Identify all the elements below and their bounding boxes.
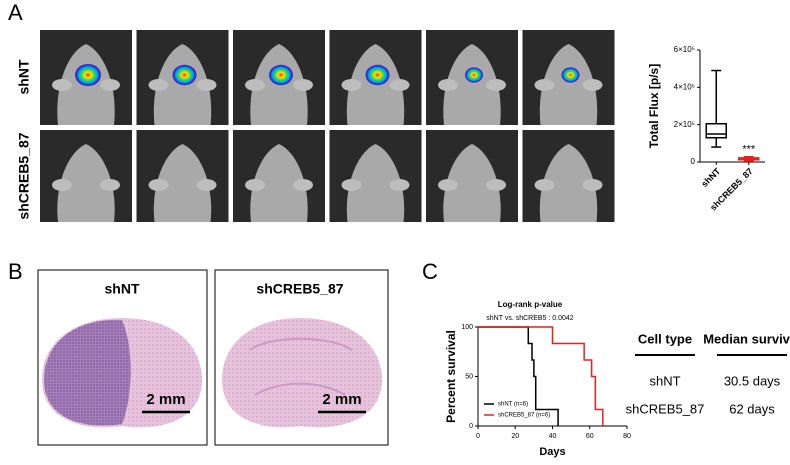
mouse-ear <box>100 79 120 91</box>
bioluminescence <box>269 64 293 86</box>
section-frame <box>37 269 208 446</box>
table-header: Median survival <box>703 331 790 346</box>
chart-title: Log-rank p-value <box>498 300 563 309</box>
mouse-ear <box>196 79 217 91</box>
mouse-body <box>539 144 598 222</box>
mouse-ear <box>293 179 313 191</box>
y-tick-label: 2×10⁵ <box>674 120 695 129</box>
row-label: shNT <box>16 59 32 94</box>
section-label: shCREB5_87 <box>256 281 343 297</box>
survival-curve <box>478 326 559 426</box>
legend-label: shNT (n=6) <box>498 402 528 408</box>
y-tick-label: 0 <box>691 157 696 166</box>
y-tick-label: 4×10⁵ <box>674 82 695 91</box>
mouse-ear <box>52 179 72 191</box>
chart-subtitle: shNT vs. shCREB5 : 0.0042 <box>486 315 574 322</box>
mouse-body <box>539 44 598 125</box>
mouse-ear <box>582 79 603 91</box>
mouse-ear <box>341 79 362 91</box>
mouse-ear <box>245 79 265 91</box>
bioluminescence <box>172 64 197 86</box>
table-cell: shNT <box>649 373 680 388</box>
panel-label: C <box>422 259 438 284</box>
x-tick-label: 0 <box>476 433 480 440</box>
x-axis-label: Days <box>539 446 565 458</box>
x-tick-label: 40 <box>549 433 557 440</box>
tumor-area <box>44 319 131 426</box>
mouse-ear <box>100 179 120 191</box>
y-tick-label: 6×10⁵ <box>674 45 695 54</box>
y-axis-label: Total Flux [p/s] <box>647 64 661 148</box>
mouse-ear <box>341 179 362 191</box>
mouse-ear <box>534 79 555 91</box>
y-tick-label: 50 <box>465 373 473 380</box>
mouse-ear <box>52 79 72 91</box>
mouse-ear <box>486 79 506 91</box>
mouse-ear <box>486 179 506 191</box>
mouse-ear <box>148 179 169 191</box>
panel-label: B <box>8 259 23 284</box>
bioluminescence <box>561 67 580 83</box>
table-cell: 30.5 days <box>724 373 781 388</box>
mouse-ear <box>148 79 169 91</box>
scale-label: 2 mm <box>322 391 361 408</box>
mouse-body <box>57 144 115 222</box>
x-tick-label: shNT <box>699 166 722 189</box>
mouse-ear <box>245 179 265 191</box>
significance: *** <box>742 144 756 156</box>
mouse-body <box>443 44 501 125</box>
mouse-body <box>153 144 212 222</box>
section-label: shNT <box>105 281 140 297</box>
bioluminescence <box>465 67 483 83</box>
y-tick-label: 0 <box>469 423 473 430</box>
table-cell: shCREB5_87 <box>626 401 705 416</box>
mouse-body <box>346 144 405 222</box>
mouse-ear <box>534 179 555 191</box>
bioluminescence <box>365 64 390 86</box>
mouse-ear <box>438 79 458 91</box>
mouse-body <box>250 144 308 222</box>
y-tick-label: 100 <box>461 324 473 331</box>
brain-structure <box>249 337 353 396</box>
x-tick-label: 20 <box>511 433 519 440</box>
scale-label: 2 mm <box>146 391 185 408</box>
mouse-images <box>40 30 615 222</box>
box <box>705 122 727 139</box>
mouse-body <box>443 144 501 222</box>
legend-label: shCREB5_87 (n=6) <box>498 413 550 419</box>
y-axis-label: Percent survival <box>444 330 458 423</box>
row-label: shCREB5_87 <box>16 132 32 219</box>
mouse-ear <box>389 79 410 91</box>
mouse-ear <box>582 179 603 191</box>
x-tick-label: 80 <box>623 433 631 440</box>
mouse-ear <box>196 179 217 191</box>
table-cell: 62 days <box>729 401 775 416</box>
table-header: Cell type <box>638 331 692 346</box>
panel-label: A <box>8 0 23 25</box>
mouse-ear <box>293 79 313 91</box>
bioluminescence <box>75 63 101 87</box>
mouse-ear <box>438 179 458 191</box>
survival-curve <box>478 326 604 426</box>
section-frame <box>214 269 389 446</box>
mouse-ear <box>389 179 410 191</box>
x-tick-label: 60 <box>586 433 594 440</box>
